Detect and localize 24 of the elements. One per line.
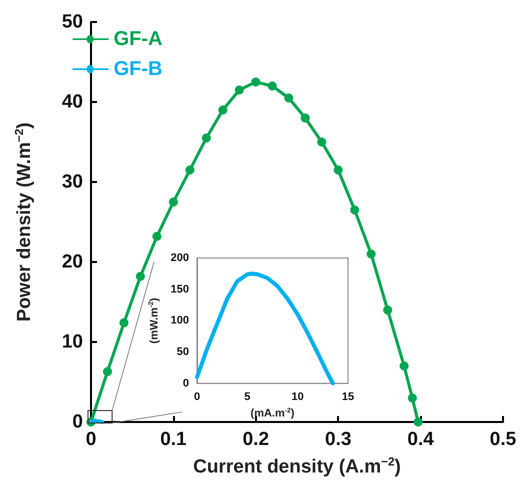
y-tick-label: 0 (182, 377, 190, 390)
x-tick-label: 0.2 (242, 429, 270, 450)
x-tick-label: 0 (86, 429, 96, 450)
y-tick-label: 10 (62, 332, 83, 352)
y-tick-label: 40 (62, 92, 83, 112)
x-tick-label: 0.5 (490, 429, 517, 450)
y-tick-label: 200 (170, 252, 190, 264)
x-tick-label: 0.1 (160, 429, 188, 450)
y-tick-label: 150 (170, 283, 190, 296)
y-tick-label: 50 (176, 346, 190, 358)
y-tick-label: 100 (170, 314, 190, 327)
x-tick-label: 10 (292, 390, 304, 403)
y-tick-label: 50 (62, 12, 83, 32)
y-tick-label: 20 (62, 252, 83, 272)
legend-label: GF-A (114, 28, 162, 50)
x-tick-label: 0.4 (407, 429, 434, 450)
y-tick-label: 30 (62, 172, 83, 192)
y-tick-label: 0 (72, 412, 83, 432)
x-tick-label: 0.3 (324, 429, 352, 450)
x-tick-label: 0 (194, 390, 200, 403)
x-tick-label: 5 (244, 390, 250, 403)
y-axis-title: Power density (W.m−2) (13, 122, 35, 322)
x-tick-label: 15 (342, 390, 354, 403)
legend-label: GF-B (114, 58, 162, 80)
